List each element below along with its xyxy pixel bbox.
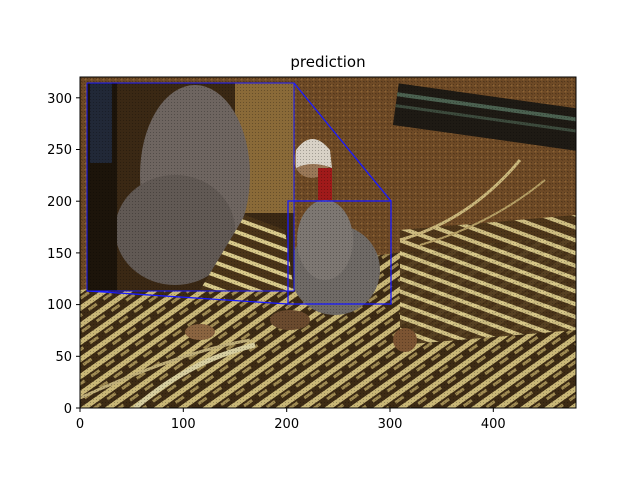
x-tick-label: 0 [76, 417, 84, 432]
y-tick-label: 50 [55, 350, 72, 365]
x-tick-label: 400 [481, 417, 506, 432]
zoom-indicator [86, 82, 392, 305]
x-tick-label: 200 [274, 417, 299, 432]
chart-title: prediction [290, 53, 365, 71]
y-tick-label: 200 [47, 195, 72, 210]
photo-image [80, 77, 576, 408]
zoom-inset [86, 82, 295, 292]
x-axis: 0 100 200 300 400 [76, 408, 506, 432]
y-tick-label: 100 [47, 298, 72, 313]
axes-frame [79, 76, 577, 409]
y-tick-label: 300 [47, 92, 72, 107]
x-tick-label: 100 [171, 417, 196, 432]
x-tick-label: 300 [378, 417, 403, 432]
y-tick-label: 0 [64, 402, 72, 417]
y-axis: 0 50 100 150 200 250 300 [47, 92, 80, 417]
y-tick-label: 150 [47, 247, 72, 262]
y-tick-label: 250 [47, 143, 72, 158]
